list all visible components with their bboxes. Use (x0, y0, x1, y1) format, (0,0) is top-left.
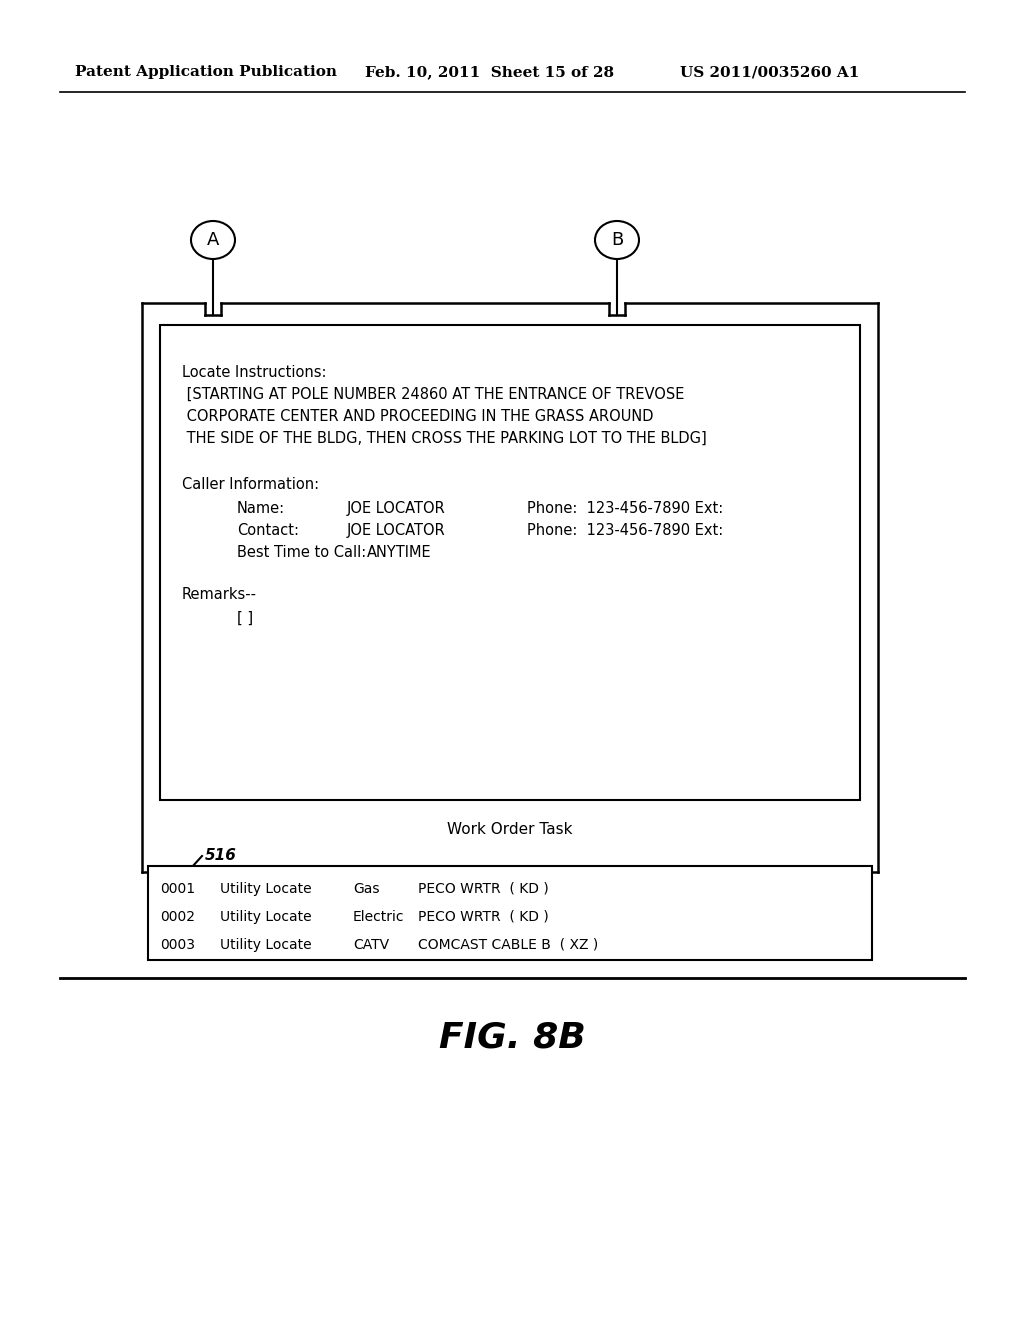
Text: FIG. 8B: FIG. 8B (438, 1020, 586, 1053)
Text: Utility Locate: Utility Locate (220, 909, 311, 924)
Text: Phone:  123-456-7890 Ext:: Phone: 123-456-7890 Ext: (527, 502, 723, 516)
Text: Phone:  123-456-7890 Ext:: Phone: 123-456-7890 Ext: (527, 523, 723, 539)
Text: Locate Instructions:: Locate Instructions: (182, 366, 327, 380)
Text: Caller Information:: Caller Information: (182, 477, 319, 492)
Text: PECO WRTR  ( KD ): PECO WRTR ( KD ) (418, 909, 549, 924)
Text: Utility Locate: Utility Locate (220, 939, 311, 952)
Text: Feb. 10, 2011  Sheet 15 of 28: Feb. 10, 2011 Sheet 15 of 28 (365, 65, 614, 79)
Text: US 2011/0035260 A1: US 2011/0035260 A1 (680, 65, 859, 79)
Text: Utility Locate: Utility Locate (220, 882, 311, 896)
Text: 0003: 0003 (160, 939, 195, 952)
Text: THE SIDE OF THE BLDG, THEN CROSS THE PARKING LOT TO THE BLDG]: THE SIDE OF THE BLDG, THEN CROSS THE PAR… (182, 432, 707, 446)
Text: Work Order Task: Work Order Task (447, 822, 572, 837)
Text: JOE LOCATOR: JOE LOCATOR (347, 502, 445, 516)
Text: Remarks--: Remarks-- (182, 587, 257, 602)
Text: CORPORATE CENTER AND PROCEEDING IN THE GRASS AROUND: CORPORATE CENTER AND PROCEEDING IN THE G… (182, 409, 653, 424)
Text: CATV: CATV (353, 939, 389, 952)
Text: Electric: Electric (353, 909, 404, 924)
Bar (148, 866, 872, 960)
Text: [STARTING AT POLE NUMBER 24860 AT THE ENTRANCE OF TREVOSE: [STARTING AT POLE NUMBER 24860 AT THE EN… (182, 387, 684, 403)
Text: 0001: 0001 (160, 882, 196, 896)
Text: PECO WRTR  ( KD ): PECO WRTR ( KD ) (418, 882, 549, 896)
Text: COMCAST CABLE B  ( XZ ): COMCAST CABLE B ( XZ ) (418, 939, 598, 952)
Ellipse shape (595, 220, 639, 259)
Text: Contact:: Contact: (237, 523, 299, 539)
Bar (160, 325, 860, 800)
Text: [ ]: [ ] (237, 611, 253, 626)
Text: JOE LOCATOR: JOE LOCATOR (347, 523, 445, 539)
Text: ANYTIME: ANYTIME (367, 545, 432, 560)
Text: 516: 516 (205, 847, 237, 863)
Text: Best Time to Call:: Best Time to Call: (237, 545, 367, 560)
Text: Gas: Gas (353, 882, 380, 896)
Ellipse shape (191, 220, 234, 259)
Text: A: A (207, 231, 219, 249)
Text: 0002: 0002 (160, 909, 195, 924)
Text: Name:: Name: (237, 502, 285, 516)
Text: B: B (611, 231, 624, 249)
Text: Patent Application Publication: Patent Application Publication (75, 65, 337, 79)
